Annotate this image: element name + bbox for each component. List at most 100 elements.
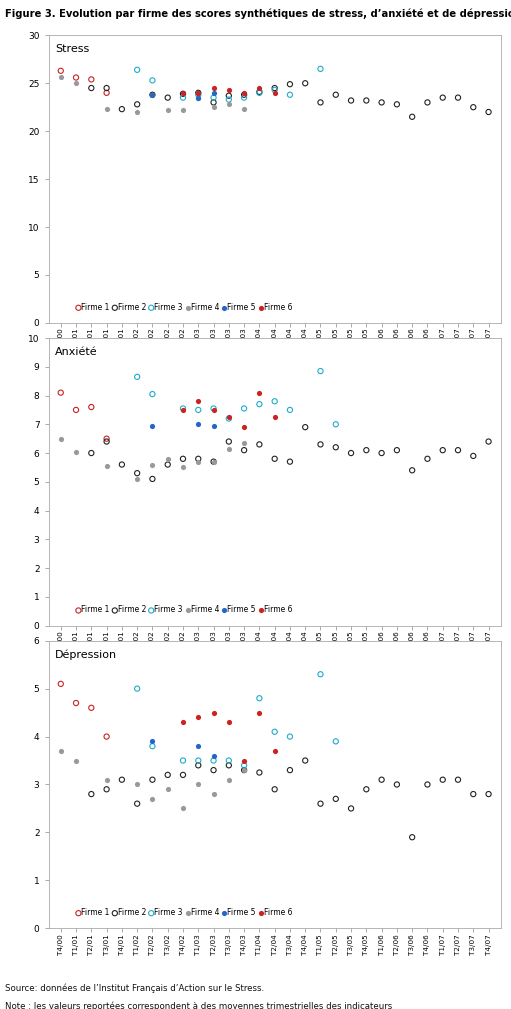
Point [210,454,218,470]
Point [87,399,96,415]
Point [240,442,248,458]
Point [316,795,324,811]
Point [362,781,370,797]
Point [194,739,202,755]
Point [225,92,233,108]
Point [194,394,202,410]
Point [423,777,431,793]
Point [316,436,324,452]
Point [133,795,141,811]
Point [103,781,111,797]
Point [179,800,187,816]
Text: Figure 3. Evolution par firme des scores synthétiques de stress, d’anxiété et de: Figure 3. Evolution par firme des scores… [5,8,511,18]
Point [210,85,218,101]
Point [469,99,477,115]
Point [164,767,172,783]
Point [179,86,187,102]
Point [256,704,264,720]
Point [225,82,233,98]
Point [225,753,233,769]
Point [423,95,431,111]
Point [72,753,80,769]
Text: Stress: Stress [55,44,89,53]
Point [393,442,401,458]
Point [408,462,416,478]
Point [210,418,218,434]
Point [103,85,111,101]
Point [148,791,156,807]
Point [286,402,294,418]
Point [286,454,294,470]
Point [194,709,202,725]
Point [179,714,187,731]
Point [225,757,233,774]
Point [225,772,233,788]
Point [270,409,278,425]
Point [240,435,248,451]
Point [179,753,187,769]
Point [256,80,264,96]
Point [454,442,462,458]
Point [133,471,141,487]
Point [148,471,156,487]
Point [210,401,218,417]
Point [270,781,278,797]
Point [118,772,126,788]
Point [408,109,416,125]
Point [240,401,248,417]
Point [270,80,278,96]
Point [210,80,218,96]
Point [194,777,202,793]
Point [118,101,126,117]
Point [57,70,65,86]
Point [225,88,233,104]
Point [378,445,386,461]
Point [210,704,218,720]
Point [87,700,96,716]
Point [240,87,248,103]
Point [210,762,218,778]
Point [225,411,233,427]
Point [484,786,493,802]
Point [225,434,233,450]
Point [423,451,431,467]
Point [270,85,278,101]
Point [148,739,156,755]
Point [57,431,65,447]
Point [210,99,218,115]
Point [225,441,233,457]
Point [148,418,156,434]
Point [362,93,370,109]
Point [148,386,156,403]
Point [118,456,126,472]
Legend: Firme 1, Firme 2, Firme 3, Firme 4, Firme 5, Firme 6: Firme 1, Firme 2, Firme 3, Firme 4, Firm… [75,907,294,919]
Point [347,445,355,461]
Point [194,85,202,101]
Point [454,90,462,106]
Point [148,456,156,472]
Text: Dépression: Dépression [55,650,118,660]
Point [210,454,218,470]
Point [332,791,340,807]
Point [301,419,309,435]
Point [194,417,202,433]
Point [164,451,172,467]
Point [179,402,187,418]
Point [148,87,156,103]
Point [270,723,278,740]
Point [133,62,141,78]
Point [148,73,156,89]
Point [210,95,218,111]
Point [225,409,233,425]
Point [240,85,248,101]
Point [133,465,141,481]
Point [240,762,248,778]
Point [378,772,386,788]
Point [72,695,80,711]
Point [72,76,80,92]
Point [103,728,111,745]
Point [240,101,248,117]
Point [133,104,141,120]
Point [378,95,386,111]
Point [240,90,248,106]
